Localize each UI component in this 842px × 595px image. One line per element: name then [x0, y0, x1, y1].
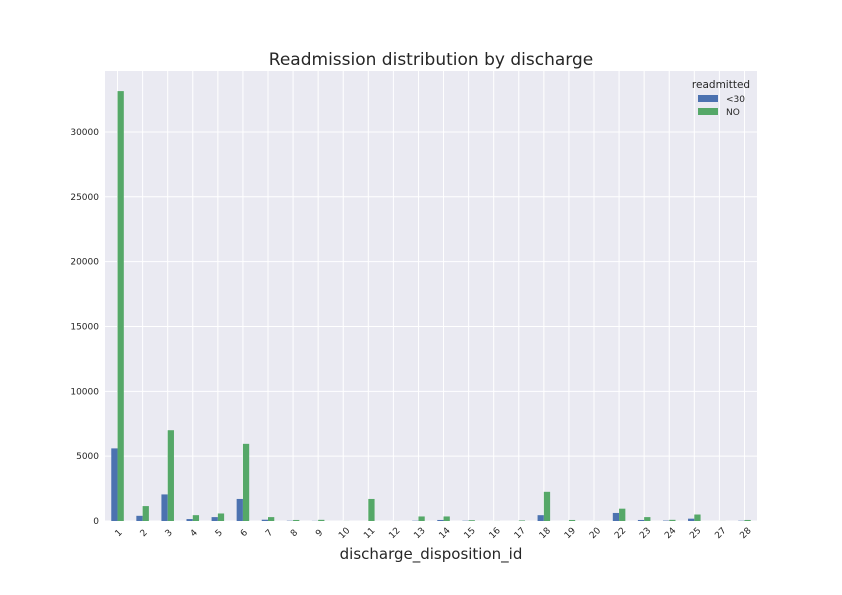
chart-title: Readmission distribution by discharge	[269, 50, 593, 70]
x-tick-label: 7	[264, 528, 275, 539]
plot-background	[105, 71, 757, 521]
bar-no-3	[167, 430, 174, 521]
x-tick-label: 28	[738, 526, 753, 541]
x-tick-label: 16	[488, 526, 503, 541]
x-tick-label: 27	[713, 526, 728, 541]
bar-lt30-6	[236, 498, 243, 521]
bar-lt30-1	[111, 448, 118, 521]
bar-no-25	[694, 514, 701, 521]
x-tick-label: 9	[314, 528, 325, 539]
bar-no-17	[518, 520, 526, 521]
legend-title: readmitted	[692, 79, 750, 91]
x-tick-label: 5	[214, 528, 225, 539]
bar-lt30-25	[688, 518, 695, 521]
grid-lines	[105, 71, 757, 522]
bar-no-23	[644, 517, 651, 521]
legend: readmitted <30 NO	[692, 79, 750, 118]
y-tick-label: 30000	[70, 128, 99, 138]
bar-no-28	[744, 519, 751, 521]
x-tick-label: 17	[513, 526, 528, 541]
bar-lt30-4	[186, 519, 193, 521]
bars	[111, 91, 751, 522]
x-tick-label: 2	[139, 528, 150, 539]
x-tick-label: 8	[289, 528, 300, 539]
legend-label: NO	[726, 108, 740, 118]
bar-no-9	[318, 519, 325, 521]
legend-swatch	[698, 108, 718, 115]
legend-swatch	[698, 95, 718, 102]
x-tick-label: 12	[387, 526, 402, 541]
bar-lt30-3	[161, 494, 168, 521]
bar-no-15	[468, 520, 475, 521]
bar-lt30-7	[261, 519, 268, 521]
x-tick-label: 1	[114, 528, 125, 539]
bar-no-1	[117, 91, 124, 522]
bar-no-5	[217, 513, 225, 521]
x-tick-label: 10	[337, 526, 352, 541]
x-tick-label: 20	[588, 526, 603, 541]
x-tick-label: 4	[189, 528, 200, 539]
bar-lt30-22	[612, 512, 620, 521]
bar-lt30-23	[637, 519, 645, 521]
bar-no-13	[418, 516, 425, 521]
bar-lt30-14	[437, 519, 444, 521]
bar-no-7	[268, 517, 275, 521]
x-tick-label: 19	[563, 526, 578, 541]
y-tick-labels: 0 5000 10000 15000 20000 25000 30000	[70, 128, 99, 527]
x-tick-label: 24	[663, 526, 678, 541]
x-tick-label: 14	[438, 526, 453, 541]
x-tick-label: 6	[239, 528, 250, 539]
bar-no-19	[568, 519, 576, 521]
bar-lt30-18	[537, 515, 544, 521]
bar-no-24	[669, 519, 676, 521]
bar-no-4	[192, 515, 200, 521]
x-axis-label: discharge_disposition_id	[340, 545, 523, 564]
bar-lt30-5	[211, 517, 218, 521]
y-tick-label: 15000	[70, 322, 99, 332]
legend-label: <30	[726, 95, 745, 105]
bar-no-11	[368, 498, 375, 521]
bar-no-14	[443, 516, 450, 521]
y-tick-label: 20000	[70, 258, 99, 268]
bar-no-18	[543, 491, 551, 521]
x-tick-label: 15	[463, 526, 478, 541]
x-tick-label: 11	[362, 526, 377, 541]
bar-lt30-2	[136, 515, 143, 521]
x-tick-label: 25	[688, 526, 703, 541]
bar-no-8	[293, 519, 300, 521]
bar-no-6	[242, 443, 250, 521]
x-tick-label: 23	[638, 526, 653, 541]
y-tick-label: 5000	[76, 452, 99, 462]
x-tick-label: 18	[538, 526, 553, 541]
x-tick-label: 22	[613, 526, 628, 541]
y-tick-label: 10000	[70, 387, 99, 397]
x-tick-label: 13	[412, 526, 427, 541]
bar-no-2	[142, 506, 149, 521]
y-tick-label: 25000	[70, 193, 99, 203]
y-tick-label: 0	[93, 517, 99, 527]
bar-no-22	[619, 508, 626, 521]
x-tick-label: 3	[164, 528, 175, 539]
x-tick-labels: 1 2 3 4 5 6 7 8 9 10 11 12 13 14 15 16 17 18 19 20 22 23 24 25 2…	[114, 526, 754, 541]
